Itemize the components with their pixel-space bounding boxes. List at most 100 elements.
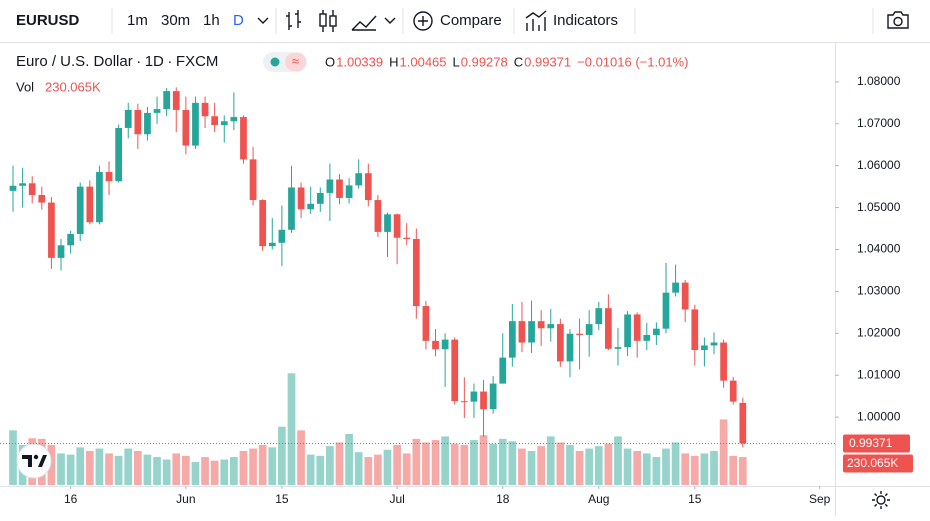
- interval[interactable]: 1h: [203, 12, 220, 29]
- x-tick-label: Sep: [809, 492, 831, 506]
- legend-badge[interactable]: ≈: [263, 52, 307, 72]
- candle-body: [259, 200, 267, 247]
- volume-bar: [441, 436, 449, 485]
- candle-body: [105, 171, 113, 182]
- volume-bar: [287, 373, 296, 485]
- chart-interval: 1D: [145, 53, 164, 70]
- snapshot-icon[interactable]: [887, 11, 909, 29]
- volume-bar: [268, 447, 277, 485]
- legend-key: O: [325, 54, 335, 69]
- candle-body: [643, 334, 651, 341]
- candle-body: [384, 214, 391, 232]
- candle-body: [316, 192, 324, 204]
- candle-body: [172, 91, 180, 110]
- interval[interactable]: 1m: [127, 12, 148, 29]
- indicators-icon[interactable]: [525, 10, 547, 31]
- last-price-tag: [843, 434, 910, 453]
- candle-body: [134, 109, 142, 135]
- volume-bar: [57, 453, 65, 485]
- volume-bar: [76, 447, 85, 485]
- candle-body: [182, 109, 190, 146]
- volume-bar: [210, 460, 219, 485]
- candle-body: [86, 186, 94, 223]
- chart-title: Euro / U.S. Dollar: [16, 53, 133, 70]
- candle-body: [240, 117, 247, 160]
- candle-body: [480, 391, 487, 410]
- dropdown-icon[interactable]: [257, 17, 269, 24]
- volume-bar: [316, 455, 325, 485]
- volume-bar: [354, 452, 363, 485]
- candle-body: [67, 233, 74, 246]
- volume-bar: [527, 451, 536, 485]
- volume-bar: [412, 438, 421, 485]
- x-tick-label: Aug: [588, 492, 609, 506]
- candle-body: [595, 308, 603, 325]
- candle-body: [537, 321, 545, 329]
- volume-bar: [690, 455, 699, 485]
- candle-body: [336, 179, 343, 198]
- candle-body: [691, 309, 699, 351]
- volume-bar: [489, 443, 497, 485]
- volume-bar: [710, 451, 718, 485]
- volume-bar: [585, 448, 594, 485]
- volume-bar: [278, 426, 286, 485]
- volume-tag: [843, 454, 913, 473]
- volume-bar: [95, 448, 104, 485]
- candle-body: [249, 159, 257, 201]
- candle-body: [451, 339, 459, 402]
- settings-icon[interactable]: [872, 491, 890, 509]
- volume-bar: [162, 459, 171, 485]
- candle-body: [326, 179, 334, 193]
- volume-bar: [556, 442, 565, 485]
- x-tick-label: Jun: [176, 492, 195, 506]
- candle-body: [268, 242, 276, 247]
- volume-bar: [537, 446, 545, 485]
- candle-body: [124, 109, 132, 128]
- volume-bar: [402, 453, 411, 485]
- tradingview-logo[interactable]: [16, 443, 52, 479]
- candle-body: [432, 340, 439, 350]
- interval[interactable]: 30m: [161, 12, 190, 29]
- bars-icon[interactable]: [286, 10, 301, 30]
- compare-button[interactable]: Compare: [440, 12, 502, 29]
- area-icon[interactable]: [351, 15, 377, 31]
- toolbar: [0, 0, 930, 42]
- candle-body: [614, 347, 622, 349]
- x-tick-label: 18: [496, 492, 510, 506]
- volume-bar: [508, 441, 517, 485]
- volume-bar: [383, 449, 392, 485]
- y-tick-label: 1.06000: [857, 158, 901, 172]
- candle-body: [566, 333, 574, 362]
- volume-bar: [85, 451, 94, 485]
- compare-icon[interactable]: [413, 11, 433, 31]
- candles-icon[interactable]: [319, 10, 337, 32]
- candle-body: [48, 202, 55, 258]
- candle-body: [163, 91, 171, 110]
- candle-body: [624, 314, 631, 348]
- volume-bar: [546, 436, 555, 485]
- legend-value: 1.00465: [400, 54, 447, 69]
- candle-body: [412, 239, 420, 307]
- candle-body: [9, 185, 17, 191]
- candle-body: [605, 308, 612, 349]
- candle-body: [403, 237, 411, 240]
- interval-active[interactable]: D: [233, 12, 244, 29]
- candle-body: [460, 401, 468, 403]
- dropdown-icon[interactable]: [384, 17, 396, 24]
- volume-bar: [335, 442, 344, 485]
- candle-body: [393, 214, 401, 238]
- volume-bar: [642, 453, 651, 485]
- indicators-button[interactable]: Indicators: [553, 12, 618, 29]
- volume-bar: [518, 448, 526, 485]
- volume-bar: [614, 436, 622, 485]
- candle-body: [518, 321, 526, 343]
- candle-body: [278, 229, 286, 243]
- legend-value: 0.99371: [524, 54, 571, 69]
- candle-body: [672, 282, 679, 293]
- volume-bar: [700, 453, 709, 485]
- volume-bar: [230, 457, 238, 485]
- symbol[interactable]: EURUSD: [16, 12, 80, 29]
- candle-body: [19, 183, 26, 186]
- candle-body: [633, 314, 641, 341]
- plot-area: [9, 87, 747, 485]
